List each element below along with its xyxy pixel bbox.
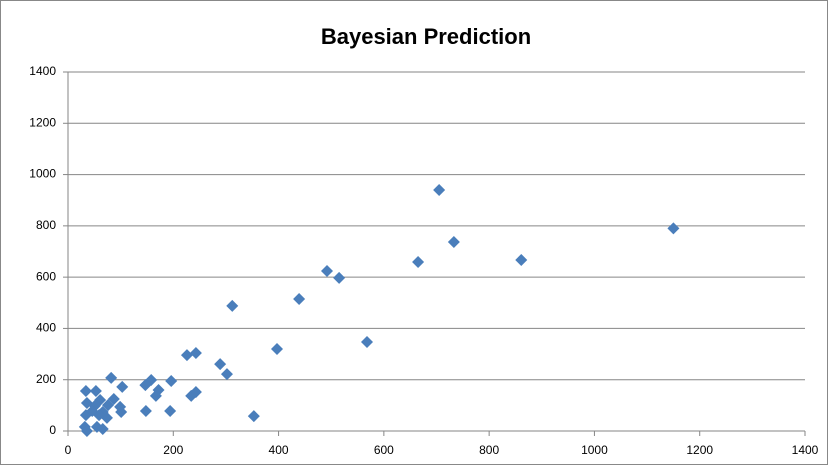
point [149,389,162,402]
x-tick-label: 800 [479,443,499,457]
point [270,342,283,355]
y-tick-label: 1400 [29,64,56,78]
y-tick-label: 600 [36,269,56,283]
point [89,384,102,397]
point [164,404,177,417]
point [100,411,113,424]
y-tick-label: 400 [36,321,56,335]
x-tick-label: 1000 [581,443,608,457]
y-tick-label: 0 [49,423,56,437]
point [447,236,460,249]
point [433,183,446,196]
y-tick-label: 1000 [29,167,56,181]
point [105,371,118,384]
point [412,256,425,269]
x-tick-label: 200 [163,443,183,457]
point [79,384,92,397]
x-tick-label: 400 [269,443,289,457]
point [165,374,178,387]
point [86,404,99,417]
point [361,336,374,349]
point [293,292,306,305]
point [94,393,107,406]
x-tick-label: 600 [374,443,394,457]
x-tick-label: 1200 [686,443,713,457]
y-tick-label: 200 [36,372,56,386]
y-tick-label: 800 [36,218,56,232]
point [139,379,152,392]
point [226,299,239,312]
point [80,425,93,437]
y-tick-label: 1200 [29,115,56,129]
chart-title: Bayesian Prediction [321,24,531,49]
point [180,349,193,362]
point [115,406,128,419]
x-tick-label: 0 [65,443,72,457]
point [189,347,202,360]
point [321,264,334,277]
x-tick-label: 1400 [792,443,819,457]
point [667,222,680,235]
point [102,399,115,412]
point [139,404,152,417]
point [185,389,198,402]
point [247,410,260,423]
point [96,422,109,435]
point [116,380,129,393]
point [220,368,233,381]
point [333,271,346,284]
point [214,358,227,371]
point [515,253,528,266]
